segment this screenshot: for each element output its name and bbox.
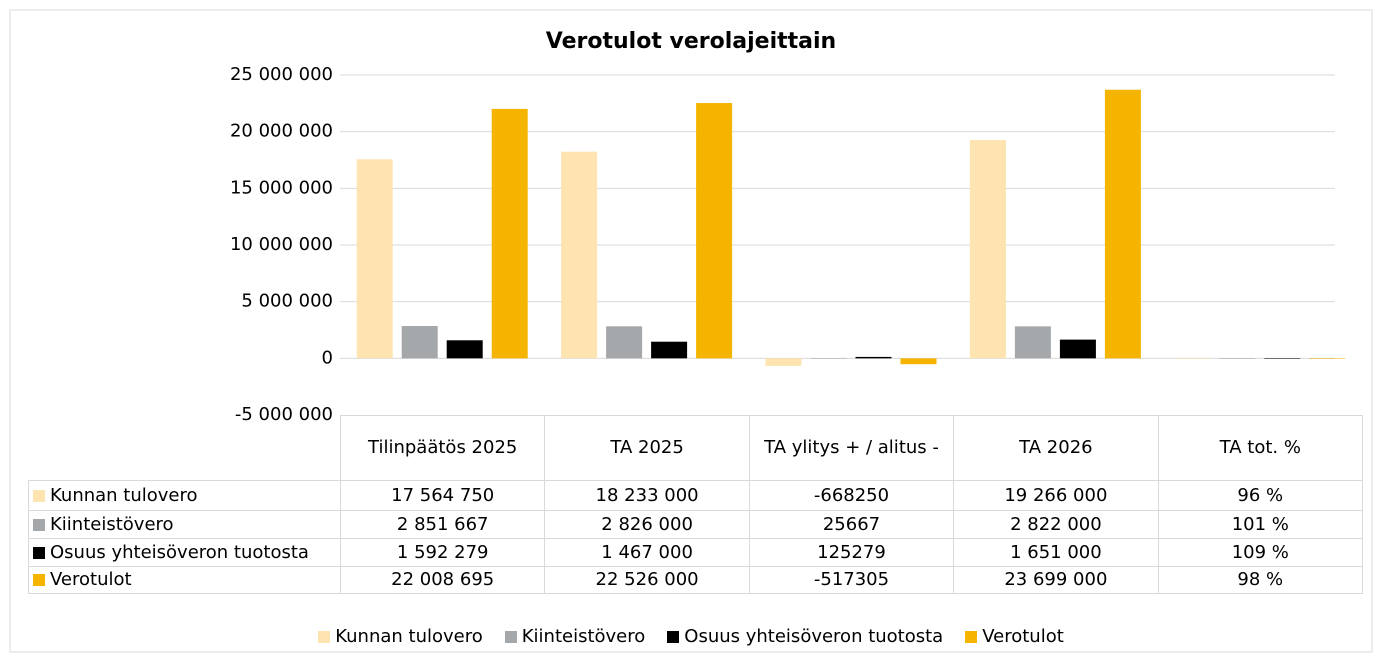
legend-item: Kiinteistövero [504,626,646,647]
table-cell: 18 233 000 [544,480,750,511]
table-cell: 22 526 000 [544,566,750,594]
table-cell: 23 699 000 [953,566,1159,594]
bar [561,151,598,359]
table-cell: 22 008 695 [340,566,546,594]
bar [900,358,937,365]
bar [696,103,733,359]
bar [1104,89,1141,359]
bar [1059,339,1096,359]
table-cell: 25667 [748,510,955,539]
bar [810,358,847,359]
table-cell: 1 592 279 [340,538,546,567]
row-label: Osuus yhteisöveron tuotosta [50,541,309,563]
bar [401,326,438,359]
legend-swatch [33,546,45,559]
table-cell: 17 564 750 [340,480,546,511]
legend-item: Verotulot [965,626,1064,647]
chart-border [9,9,1373,653]
bar [1264,358,1301,359]
table-cell: 2 822 000 [953,510,1159,539]
y-tick-label: 10 000 000 [230,234,333,255]
legend-item: Kunnan tulovero [318,626,483,647]
table-header: TA 2026 [953,415,1159,481]
bar [969,139,1006,359]
legend-label: Osuus yhteisöveron tuotosta [684,626,944,647]
table-cell: 96 % [1157,480,1363,511]
bar [855,356,892,359]
legend-label: Kiinteistövero [521,626,646,647]
table-row-header: Kunnan tulovero [28,480,341,511]
y-tick-label: -5 000 000 [235,404,333,425]
y-tick-label: 0 [322,347,333,368]
chart-title: Verotulot verolajeittain [546,29,836,54]
bar [1219,358,1256,359]
table-row-header: Verotulot [28,566,341,594]
bar [356,159,393,359]
bar [765,358,802,366]
row-label: Verotulot [50,569,132,590]
legend-swatch [318,630,331,643]
row-label: Kiinteistövero [50,513,174,535]
table-cell: 2 851 667 [340,510,546,539]
bar [1174,358,1211,359]
table-header: TA tot. % [1157,415,1363,481]
table-header: TA 2025 [544,415,750,481]
row-label: Kunnan tulovero [50,484,198,506]
y-tick-label: 20 000 000 [230,121,333,142]
legend-swatch [33,574,45,586]
bar [651,341,688,359]
legend-label: Verotulot [982,626,1064,647]
table-header: TA ylitys + / alitus - [748,415,955,481]
table-cell: 109 % [1157,538,1363,567]
y-tick-label: 25 000 000 [230,64,333,85]
legend-swatch [33,489,45,502]
table-header: Tilinpäätös 2025 [340,415,546,481]
bar [606,326,643,359]
legend-swatch [965,630,978,643]
table-row-header: Kiinteistövero [28,510,341,539]
legend: Kunnan tulovero Kiinteistövero Osuus yhtei… [0,626,1382,647]
table-cell: 1 467 000 [544,538,750,567]
table-cell: 98 % [1157,566,1363,594]
table-cell: -517305 [748,566,955,594]
table-cell: -668250 [748,480,955,511]
table-cell: 19 266 000 [953,480,1159,511]
bar [1309,358,1346,359]
legend-label: Kunnan tulovero [335,626,483,647]
table-cell: 2 826 000 [544,510,750,539]
bar [491,108,528,359]
y-tick-label: 5 000 000 [241,291,333,312]
table-cell: 101 % [1157,510,1363,539]
table-row-header: Osuus yhteisöveron tuotosta [28,538,341,567]
legend-swatch [504,630,517,643]
legend-swatch [667,630,680,643]
y-tick-label: 15 000 000 [230,177,333,198]
legend-item: Osuus yhteisöveron tuotosta [667,626,943,647]
table-cell: 125279 [748,538,955,567]
legend-swatch [33,518,45,531]
bar [1014,326,1051,359]
table-cell: 1 651 000 [953,538,1159,567]
bar [446,340,483,359]
